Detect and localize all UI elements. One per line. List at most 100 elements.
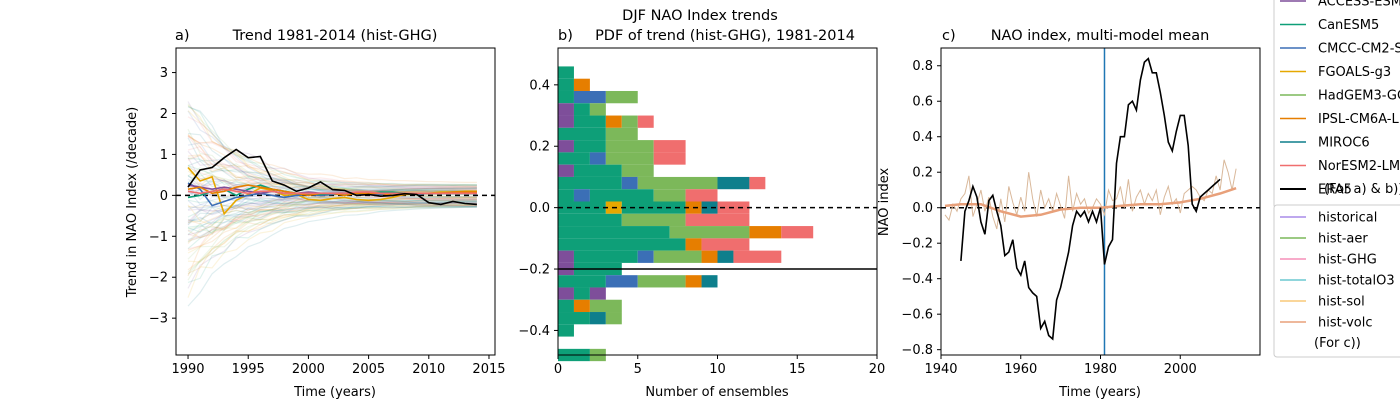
panel-b-ytick-label: −0.2 bbox=[518, 263, 550, 278]
panel-b-ytick-label: −0.4 bbox=[518, 324, 550, 339]
histogram-bar-segment bbox=[589, 189, 654, 202]
panel-c-ylabel: NAO index bbox=[877, 168, 892, 237]
ensemble-member-line bbox=[187, 116, 477, 202]
hist-volc-smoothed-line bbox=[944, 187, 1237, 218]
histogram-bar-segment bbox=[573, 287, 590, 300]
histogram-bar-segment bbox=[558, 127, 606, 141]
panel-c-ytick-label: 0.6 bbox=[912, 95, 933, 110]
ensemble-member-line bbox=[187, 191, 477, 208]
panel-a-ytick-label: −2 bbox=[149, 271, 168, 286]
histogram-bar-segment bbox=[558, 238, 686, 251]
ensemble-member-line bbox=[187, 206, 477, 307]
histogram-bar-segment bbox=[558, 324, 574, 337]
ensemble-member-line bbox=[187, 135, 477, 183]
series-line-era5 bbox=[187, 148, 477, 206]
ensemble-member-line bbox=[187, 154, 477, 188]
histogram-bar-segment bbox=[653, 152, 686, 165]
legend-experiments-box bbox=[1273, 204, 1400, 358]
model-mean-line bbox=[187, 188, 477, 195]
panel-a-ytick-label: 1 bbox=[160, 148, 168, 163]
ensemble-member-line bbox=[187, 178, 477, 190]
panel-a-frame bbox=[175, 47, 496, 356]
ensemble-member-line bbox=[187, 205, 477, 236]
panel-a: a) Trend 1981-2014 (hist-GHG) 1990 1995 20… bbox=[125, 28, 506, 400]
panel-c-xlabel: Time (years) bbox=[1058, 385, 1141, 400]
panel-b-plot-area bbox=[558, 66, 877, 362]
panel-b-ytick-label: 0.0 bbox=[529, 201, 550, 216]
legend-label: hist-volc bbox=[1318, 316, 1372, 331]
histogram-bar-segment bbox=[573, 164, 622, 177]
panel-a-xtick-label: 2015 bbox=[472, 362, 505, 377]
ensemble-member-line bbox=[187, 205, 477, 254]
panel-c-plot-area bbox=[941, 48, 1260, 355]
histogram-bar-segment bbox=[637, 115, 654, 128]
histogram-bar-segment bbox=[733, 250, 782, 263]
legend-label: HadGEM3-GC31-LL bbox=[1318, 89, 1400, 104]
panel-c-xtick-label: 2000 bbox=[1164, 362, 1197, 377]
panel-c: c) NAO index, multi-model mean 1940 1960 1… bbox=[877, 28, 1261, 400]
histogram-bar-segment bbox=[558, 226, 670, 239]
histogram-bar-segment bbox=[621, 164, 654, 177]
histogram-bar-segment bbox=[653, 250, 702, 263]
ensemble-member-line bbox=[187, 197, 477, 239]
legend-label: MIROC6 bbox=[1318, 136, 1370, 151]
panel-a-ylabel: Trend in NAO Index (/decade) bbox=[125, 107, 140, 299]
legend-label: historical bbox=[1318, 211, 1377, 226]
ensemble-member-line bbox=[187, 206, 477, 243]
histogram-bar-segment bbox=[573, 299, 590, 313]
panel-a-axes: 1990 1995 2000 2005 2010 2015 −3 −2 −1 0 1 2 3 bbox=[149, 66, 506, 377]
histogram-bar-segment bbox=[558, 164, 574, 177]
ensemble-member-line bbox=[187, 182, 477, 200]
ensemble-member-line bbox=[187, 165, 477, 193]
histogram-bar-segment bbox=[573, 189, 590, 202]
histogram-bar-segment bbox=[605, 140, 654, 153]
ensemble-member-line bbox=[187, 202, 477, 225]
panel-a-label: a) bbox=[175, 28, 190, 44]
ensemble-member-line bbox=[187, 196, 477, 242]
histogram-bar-segment bbox=[717, 176, 750, 190]
histogram-bar-segment bbox=[637, 275, 686, 288]
ensemble-member-line bbox=[187, 134, 477, 187]
ensemble-member-line bbox=[187, 199, 477, 271]
histogram-bar-segment bbox=[621, 213, 686, 227]
legend-experiments: historical hist-aer hist-GHG hist-totalO3 hi… bbox=[1273, 204, 1400, 358]
histogram-bar-segment bbox=[558, 103, 574, 116]
histogram-bar-segment bbox=[637, 250, 654, 263]
histogram-bar-segment bbox=[701, 275, 718, 288]
ensemble-member-line bbox=[187, 160, 477, 186]
panel-a-lines bbox=[176, 101, 495, 307]
histogram-bar-segment bbox=[558, 213, 622, 227]
panel-c-ytick-label: −0.4 bbox=[901, 272, 933, 287]
panel-b-xtick-label: 15 bbox=[789, 362, 806, 377]
histogram-bar-segment bbox=[669, 226, 750, 239]
panel-b: b) PDF of trend (hist-GHG), 1981-2014 0 5… bbox=[518, 28, 885, 400]
ensemble-member-line bbox=[187, 101, 477, 191]
panel-a-ytick-label: −1 bbox=[149, 230, 168, 245]
histogram-bar-segment bbox=[573, 78, 590, 91]
ensemble-member-line bbox=[187, 187, 477, 225]
panel-b-xtick-label: 5 bbox=[634, 362, 642, 377]
histogram-bar-segment bbox=[701, 201, 718, 214]
panel-c-ytick-label: 0.0 bbox=[912, 201, 933, 216]
ensemble-member-line bbox=[187, 174, 477, 192]
panel-b-ytick-label: 0.4 bbox=[529, 78, 550, 93]
histogram-bar-segment bbox=[558, 312, 590, 325]
panel-b-label: b) bbox=[558, 28, 573, 44]
histogram-bar-segment bbox=[558, 201, 606, 214]
histogram-bar-segment bbox=[573, 115, 606, 128]
legend-label: CMCC-CM2-SR5 bbox=[1318, 42, 1400, 57]
panel-a-ytick-label: −3 bbox=[149, 312, 168, 327]
ensemble-member-line bbox=[187, 184, 477, 218]
ensemble-member-line bbox=[187, 166, 477, 201]
histogram-bar-segment bbox=[605, 127, 638, 141]
histogram-bar-segment bbox=[589, 152, 606, 165]
ensemble-member-line bbox=[187, 103, 477, 193]
histogram-bar-segment bbox=[701, 250, 718, 263]
panel-c-ytick-label: 0.2 bbox=[912, 166, 933, 181]
panel-a-xlabel: Time (years) bbox=[293, 385, 376, 400]
panel-a-xtick-label: 2010 bbox=[412, 362, 445, 377]
histogram-bar-segment bbox=[605, 90, 638, 104]
histogram-bar-segment bbox=[685, 189, 718, 202]
histogram-bar-segment bbox=[605, 275, 638, 288]
